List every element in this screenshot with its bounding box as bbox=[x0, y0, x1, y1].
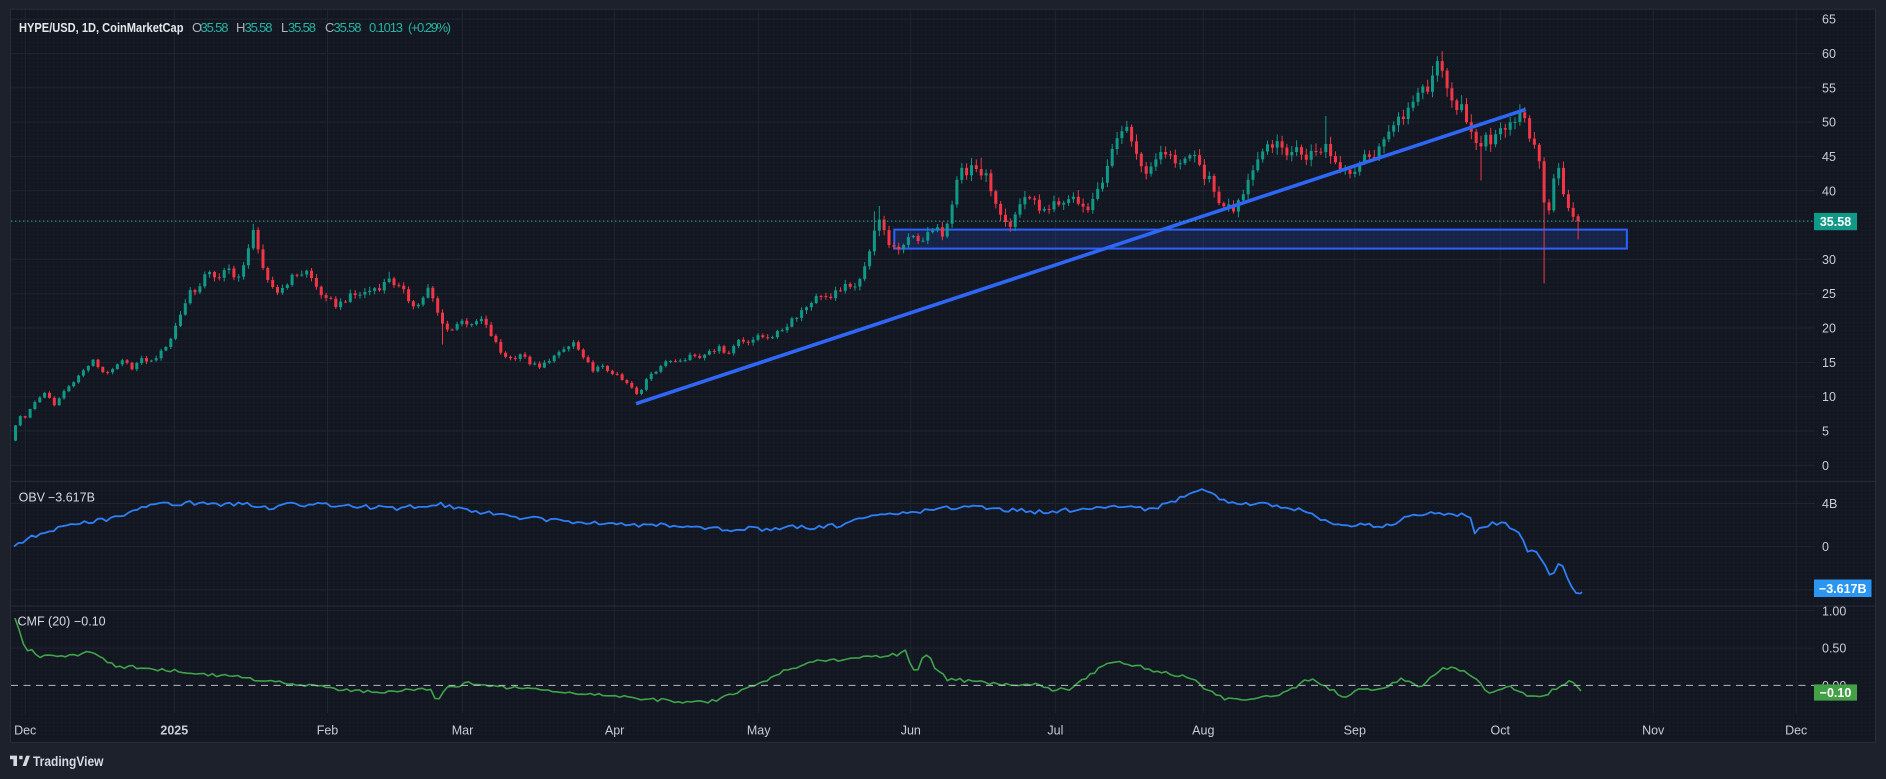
svg-text:L: L bbox=[281, 20, 288, 35]
svg-text:35.58: 35.58 bbox=[288, 20, 316, 35]
svg-text:HYPE/USD, 1D, CoinMarketCap: HYPE/USD, 1D, CoinMarketCap bbox=[19, 20, 184, 35]
svg-text:Aug: Aug bbox=[1192, 723, 1214, 737]
svg-text:15: 15 bbox=[1822, 356, 1836, 370]
svg-text:−3.617B: −3.617B bbox=[1819, 582, 1867, 596]
svg-text:25: 25 bbox=[1822, 287, 1836, 301]
svg-text:35.58: 35.58 bbox=[245, 20, 273, 35]
svg-text:5: 5 bbox=[1822, 425, 1829, 439]
svg-text:Nov: Nov bbox=[1642, 723, 1665, 737]
svg-text:Jul: Jul bbox=[1047, 723, 1063, 737]
svg-text:Apr: Apr bbox=[605, 723, 624, 737]
svg-text:4B: 4B bbox=[1822, 497, 1837, 511]
svg-text:50: 50 bbox=[1822, 116, 1836, 130]
svg-text:CMF (20): CMF (20) bbox=[18, 615, 71, 629]
svg-text:Oct: Oct bbox=[1490, 723, 1510, 737]
svg-text:−0.10: −0.10 bbox=[1820, 686, 1852, 700]
svg-text:May: May bbox=[747, 723, 771, 737]
svg-text:0: 0 bbox=[1822, 459, 1829, 473]
svg-text:Feb: Feb bbox=[317, 723, 339, 737]
svg-text:0: 0 bbox=[1822, 540, 1829, 554]
svg-text:40: 40 bbox=[1822, 184, 1836, 198]
svg-text:35.58: 35.58 bbox=[201, 20, 229, 35]
svg-text:C: C bbox=[325, 20, 334, 35]
svg-text:Jun: Jun bbox=[901, 723, 921, 737]
svg-text:0.1013: 0.1013 bbox=[369, 20, 403, 35]
svg-text:0.50: 0.50 bbox=[1822, 642, 1846, 656]
svg-text:55: 55 bbox=[1822, 81, 1836, 95]
svg-text:35.58: 35.58 bbox=[334, 20, 362, 35]
svg-text:Dec: Dec bbox=[14, 723, 36, 737]
svg-text:1.00: 1.00 bbox=[1822, 604, 1846, 618]
svg-text:30: 30 bbox=[1822, 253, 1836, 267]
svg-text:Mar: Mar bbox=[452, 723, 474, 737]
svg-text:Sep: Sep bbox=[1344, 723, 1366, 737]
svg-text:−0.10: −0.10 bbox=[74, 615, 106, 629]
svg-text:65: 65 bbox=[1822, 13, 1836, 27]
svg-text:−3.617B: −3.617B bbox=[48, 491, 95, 505]
svg-text:2025: 2025 bbox=[160, 723, 188, 737]
svg-text:OBV: OBV bbox=[19, 491, 46, 505]
svg-text:10: 10 bbox=[1822, 390, 1836, 404]
svg-text:35.58: 35.58 bbox=[1820, 215, 1851, 229]
svg-text:20: 20 bbox=[1822, 322, 1836, 336]
svg-text:(+0.29%): (+0.29%) bbox=[408, 20, 451, 35]
svg-text:45: 45 bbox=[1822, 150, 1836, 164]
svg-text:H: H bbox=[236, 20, 245, 35]
svg-text:TradingView: TradingView bbox=[33, 753, 104, 769]
svg-text:60: 60 bbox=[1822, 47, 1836, 61]
svg-text:Dec: Dec bbox=[1785, 723, 1807, 737]
svg-text:O: O bbox=[192, 20, 202, 35]
